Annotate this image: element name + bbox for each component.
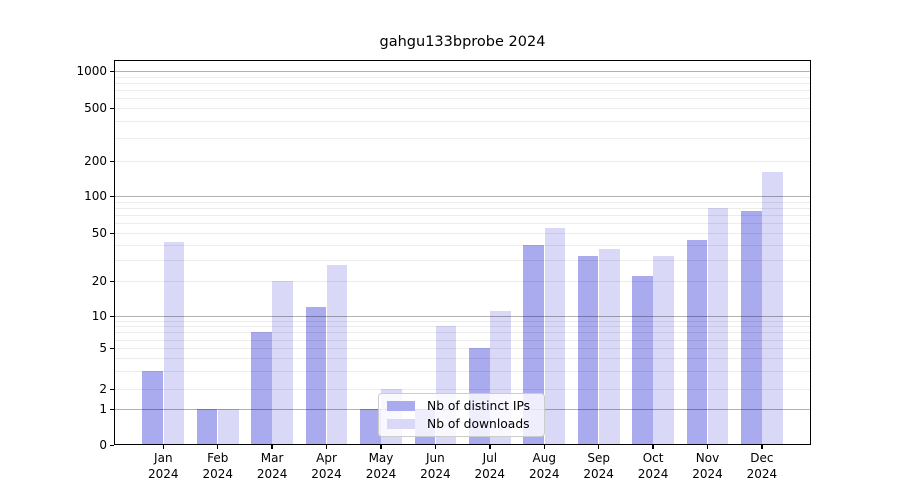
- x-tick-year-dec: 2024: [746, 466, 778, 481]
- legend-swatch-downloads: [387, 419, 415, 429]
- bar-downloads-aug: [544, 227, 566, 445]
- bar-distinct-ips-jan: [142, 370, 163, 445]
- y-tick-label-10: 10: [91, 309, 107, 323]
- x-tick-label-jul: Jul 2024: [462, 451, 518, 482]
- x-tick-dec: [761, 445, 763, 449]
- bar-distinct-ips-feb: [196, 409, 218, 445]
- bar-downloads-mar: [272, 281, 294, 445]
- bar-distinct-ips-oct: [632, 276, 653, 445]
- x-tick-aug: [543, 445, 545, 449]
- y-tick-label-200: 200: [84, 154, 107, 168]
- y-tick-label-1000: 1000: [76, 64, 107, 78]
- y-tick-5: [110, 347, 114, 349]
- y-tick-label-1: 1: [99, 402, 107, 416]
- y-tick-label-20: 20: [91, 274, 107, 288]
- legend-item-distinct-ips: Nb of distinct IPs: [387, 399, 544, 414]
- legend-item-downloads: Nb of downloads: [387, 417, 544, 432]
- x-tick-may: [380, 445, 382, 449]
- bar-downloads-sep: [598, 248, 620, 445]
- y-tick-label-2: 2: [99, 382, 107, 396]
- bar-distinct-ips-may: [360, 409, 381, 445]
- x-tick-jun: [434, 445, 437, 449]
- y-tick-label-50: 50: [91, 226, 107, 240]
- x-tick-jul: [489, 445, 491, 449]
- x-tick-year-jul: 2024: [474, 466, 506, 481]
- y-tick-1: [110, 408, 114, 410]
- legend: Nb of distinct IPs Nb of downloads: [378, 393, 545, 437]
- x-tick-year-aug: 2024: [528, 466, 560, 481]
- bar-distinct-ips-mar: [251, 332, 272, 445]
- y-tick-50: [110, 232, 114, 234]
- x-tick-label-may: May 2024: [353, 451, 409, 482]
- y-tick-label-5: 5: [99, 341, 107, 355]
- x-tick-label-apr: Apr 2024: [299, 451, 355, 482]
- y-tick-2: [110, 388, 114, 390]
- bar-distinct-ips-sep: [577, 256, 599, 445]
- bar-distinct-ips-nov: [686, 239, 708, 445]
- y-tick-200: [110, 160, 114, 162]
- x-tick-label-jun: Jun 2024: [407, 451, 463, 482]
- x-tick-year-mar: 2024: [256, 466, 288, 481]
- x-tick-year-oct: 2024: [637, 466, 669, 481]
- x-tick-label-dec: Dec 2024: [734, 451, 790, 482]
- x-tick-year-feb: 2024: [202, 466, 233, 481]
- x-tick-apr: [325, 445, 328, 449]
- x-tick-feb: [217, 445, 219, 449]
- x-tick-year-sep: 2024: [583, 466, 614, 481]
- chart-title: gahgu133bprobe 2024: [379, 34, 546, 50]
- x-tick-label-jan: Jan 2024: [135, 451, 191, 482]
- x-tick-year-jan: 2024: [148, 466, 179, 481]
- x-tick-year-apr: 2024: [311, 466, 342, 481]
- y-tick-label-0: 0: [99, 438, 107, 452]
- bar-downloads-apr: [326, 265, 348, 445]
- y-tick-label-100: 100: [84, 189, 107, 203]
- x-tick-year-may: 2024: [365, 466, 397, 481]
- bar-distinct-ips-apr: [305, 306, 327, 445]
- bar-downloads-feb: [218, 409, 239, 445]
- x-tick-sep: [597, 445, 600, 449]
- bar-distinct-ips-dec: [741, 210, 762, 445]
- y-tick-20: [110, 280, 114, 282]
- bar-downloads-jan: [163, 242, 185, 445]
- x-tick-label-mar: Mar 2024: [244, 451, 300, 482]
- legend-label-downloads: Nb of downloads: [427, 417, 530, 431]
- y-tick-100: [110, 195, 114, 197]
- x-tick-mar: [271, 445, 273, 449]
- bar-downloads-oct: [653, 256, 674, 445]
- x-tick-year-jun: 2024: [420, 466, 451, 481]
- x-tick-label-oct: Oct 2024: [625, 451, 681, 482]
- x-tick-label-sep: Sep 2024: [571, 451, 627, 482]
- x-tick-label-nov: Nov 2024: [680, 451, 736, 482]
- x-tick-label-feb: Feb 2024: [190, 451, 246, 482]
- x-tick-oct: [652, 445, 654, 449]
- bar-downloads-dec: [762, 172, 783, 445]
- x-tick-nov: [706, 445, 709, 449]
- y-tick-label-500: 500: [84, 101, 107, 115]
- y-tick-500: [110, 107, 114, 109]
- x-tick-year-nov: 2024: [692, 466, 723, 481]
- legend-label-distinct-ips: Nb of distinct IPs: [427, 399, 531, 413]
- y-tick-0: [110, 444, 114, 446]
- legend-swatch-distinct-ips: [387, 401, 415, 411]
- x-tick-label-aug: Aug 2024: [516, 451, 572, 482]
- y-tick-1000: [110, 70, 114, 72]
- bar-downloads-nov: [707, 207, 729, 445]
- y-tick-10: [110, 315, 114, 317]
- x-tick-jan: [162, 445, 164, 449]
